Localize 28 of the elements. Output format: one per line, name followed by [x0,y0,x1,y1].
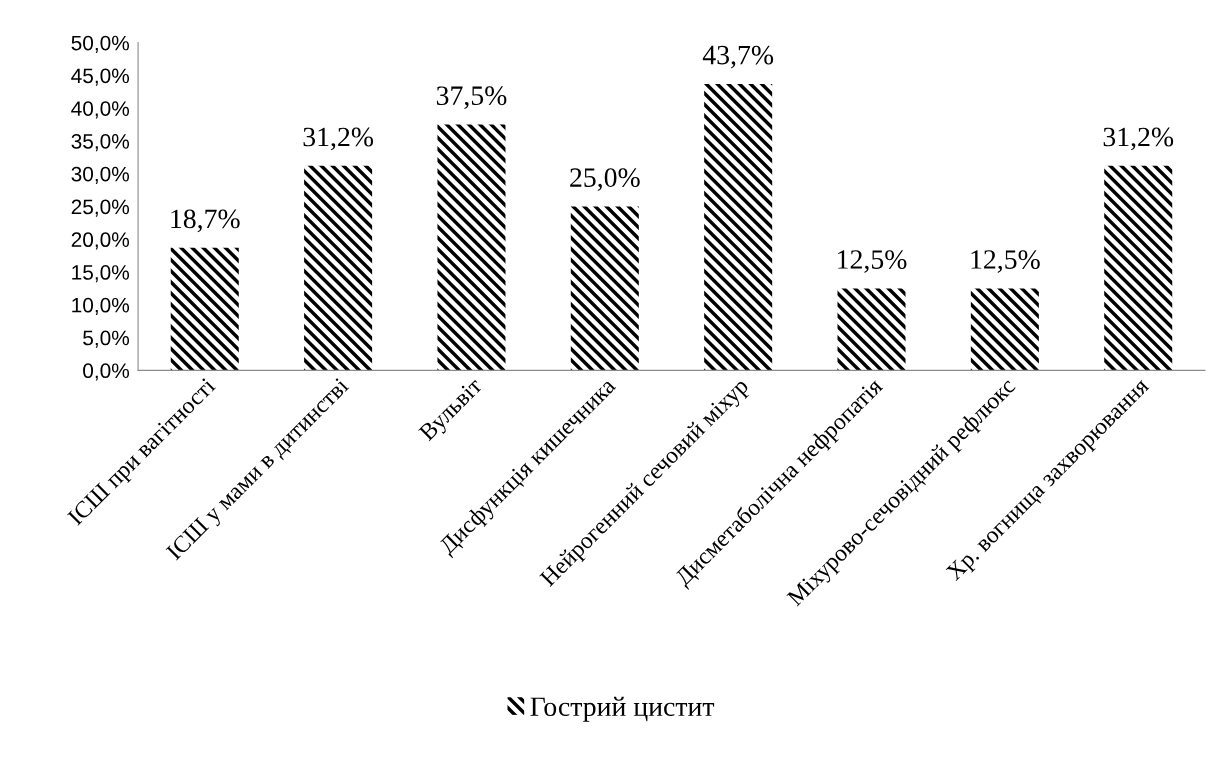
bar [970,288,1039,371]
y-tick-label: 25,0% [71,199,130,217]
y-tick-label: 35,0% [71,133,130,152]
y-tick-label: 20,0% [71,232,130,250]
y-tick-label: 40,0% [71,101,130,119]
data-label: 18,7% [171,209,240,233]
bar [1104,165,1173,371]
bar [437,124,506,371]
data-label: 12,5% [838,250,907,273]
data-label: 37,5% [436,86,507,110]
y-tick-label: 45,0% [71,68,130,86]
data-label: 31,2% [1103,127,1174,151]
bar [304,165,373,371]
data-label: 31,2% [303,127,374,151]
y-tick-label: 10,0% [72,297,130,316]
data-label: 12,5% [971,250,1040,273]
bar [170,247,239,371]
data-label: 43,7% [702,45,774,69]
y-tick-label: 30,0% [71,166,130,184]
y-tick-label: 0,0% [83,363,130,381]
y-tick-label: 15,0% [72,265,130,283]
bar [704,83,773,371]
bar [837,288,906,371]
data-label: 25,0% [570,168,640,191]
y-tick-label: 5,0% [83,330,130,348]
bar [570,206,639,371]
legend-label: Гострий цистит [530,696,715,722]
y-tick-label: 50,0% [71,35,130,53]
